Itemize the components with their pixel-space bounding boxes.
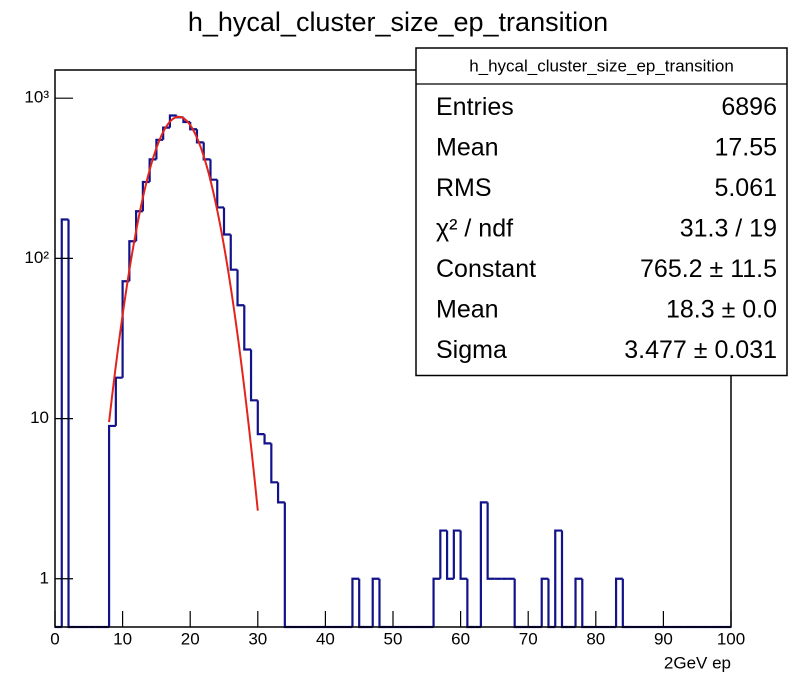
x-tick-label: 60 [451,629,470,648]
y-tick-label: 10³ [24,88,49,107]
stats-label: Mean [436,133,499,161]
histogram-bin [513,578,522,629]
histogram-bin [581,578,590,629]
stats-box [415,47,788,377]
histogram-bin [371,577,380,627]
histogram-bin [621,578,630,629]
x-tick-label: 30 [248,629,267,648]
chart-title: h_hycal_cluster_size_ep_transition [188,7,608,37]
histogram-bin [195,129,204,144]
x-tick-label: 20 [181,629,200,648]
stats-value: 5.061 [714,174,777,202]
stats-value: 6896 [721,93,777,121]
histogram-bin [459,530,468,580]
histogram-bin [554,529,562,627]
histogram-bin [236,269,245,307]
stats-label: Entries [436,93,514,121]
histogram-bin [67,219,76,629]
histogram-bin [270,443,279,484]
histogram-bin [479,501,488,627]
x-tick-label: 80 [586,629,605,648]
stats-value: 3.477 ± 0.031 [624,336,777,364]
histogram-bin [283,502,292,629]
x-tick-label: 50 [384,629,403,648]
x-tick-label: 70 [519,629,538,648]
x-tick-label: 10 [113,629,132,648]
histogram-bin [432,577,441,627]
y-tick-label: 1 [40,568,49,587]
histogram-bin [560,530,569,629]
histogram-bin [574,577,583,627]
histogram-bin [114,376,123,426]
histogram-bin [276,482,285,504]
histogram-bin [243,305,252,351]
y-tick-label: 10² [24,248,49,267]
histogram-bin [445,530,454,580]
stats-value: 31.3 / 19 [680,214,777,242]
x-tick-label: 0 [50,629,59,648]
x-tick-label: 90 [654,629,673,648]
stats-label: Mean [436,295,499,323]
histogram-bin [162,126,170,140]
y-tick-label: 10 [30,408,49,427]
histogram-bin [263,434,272,445]
histogram-bin [439,529,448,579]
stats-title: h_hycal_cluster_size_ep_transition [469,56,734,75]
histogram-bin [155,138,164,160]
histogram-bin [209,159,218,181]
x-axis-label: 2GeV ep [664,653,731,672]
histogram-bin [378,578,387,629]
histogram-bin [60,218,69,627]
histogram-bin [148,158,157,182]
histogram-bin [486,502,495,580]
histogram-bin [452,529,461,579]
stats-value: 765.2 ± 11.5 [640,255,777,283]
histogram-bin [168,114,177,128]
histogram-bin [351,577,360,627]
stats-label: Constant [436,255,536,283]
histogram-bin [256,400,265,436]
histogram-bin [107,424,116,627]
histogram-bin [540,577,549,627]
histogram-bin [222,207,231,236]
histogram-bin [614,577,623,627]
histogram-bin [229,234,238,271]
fit-curve [108,115,259,511]
stats-value: 17.55 [714,133,777,161]
stats-value: 18.3 ± 0.0 [666,295,777,323]
histogram-bin [216,179,224,209]
histogram-bin [466,578,475,629]
x-tick-label: 40 [316,629,335,648]
stats-label: RMS [436,174,492,202]
stats-label: χ² / ndf [436,214,513,242]
histogram-bin [249,349,258,402]
stats-label: Sigma [436,336,507,364]
histogram-bin [358,578,366,629]
x-tick-label: 100 [717,629,745,648]
